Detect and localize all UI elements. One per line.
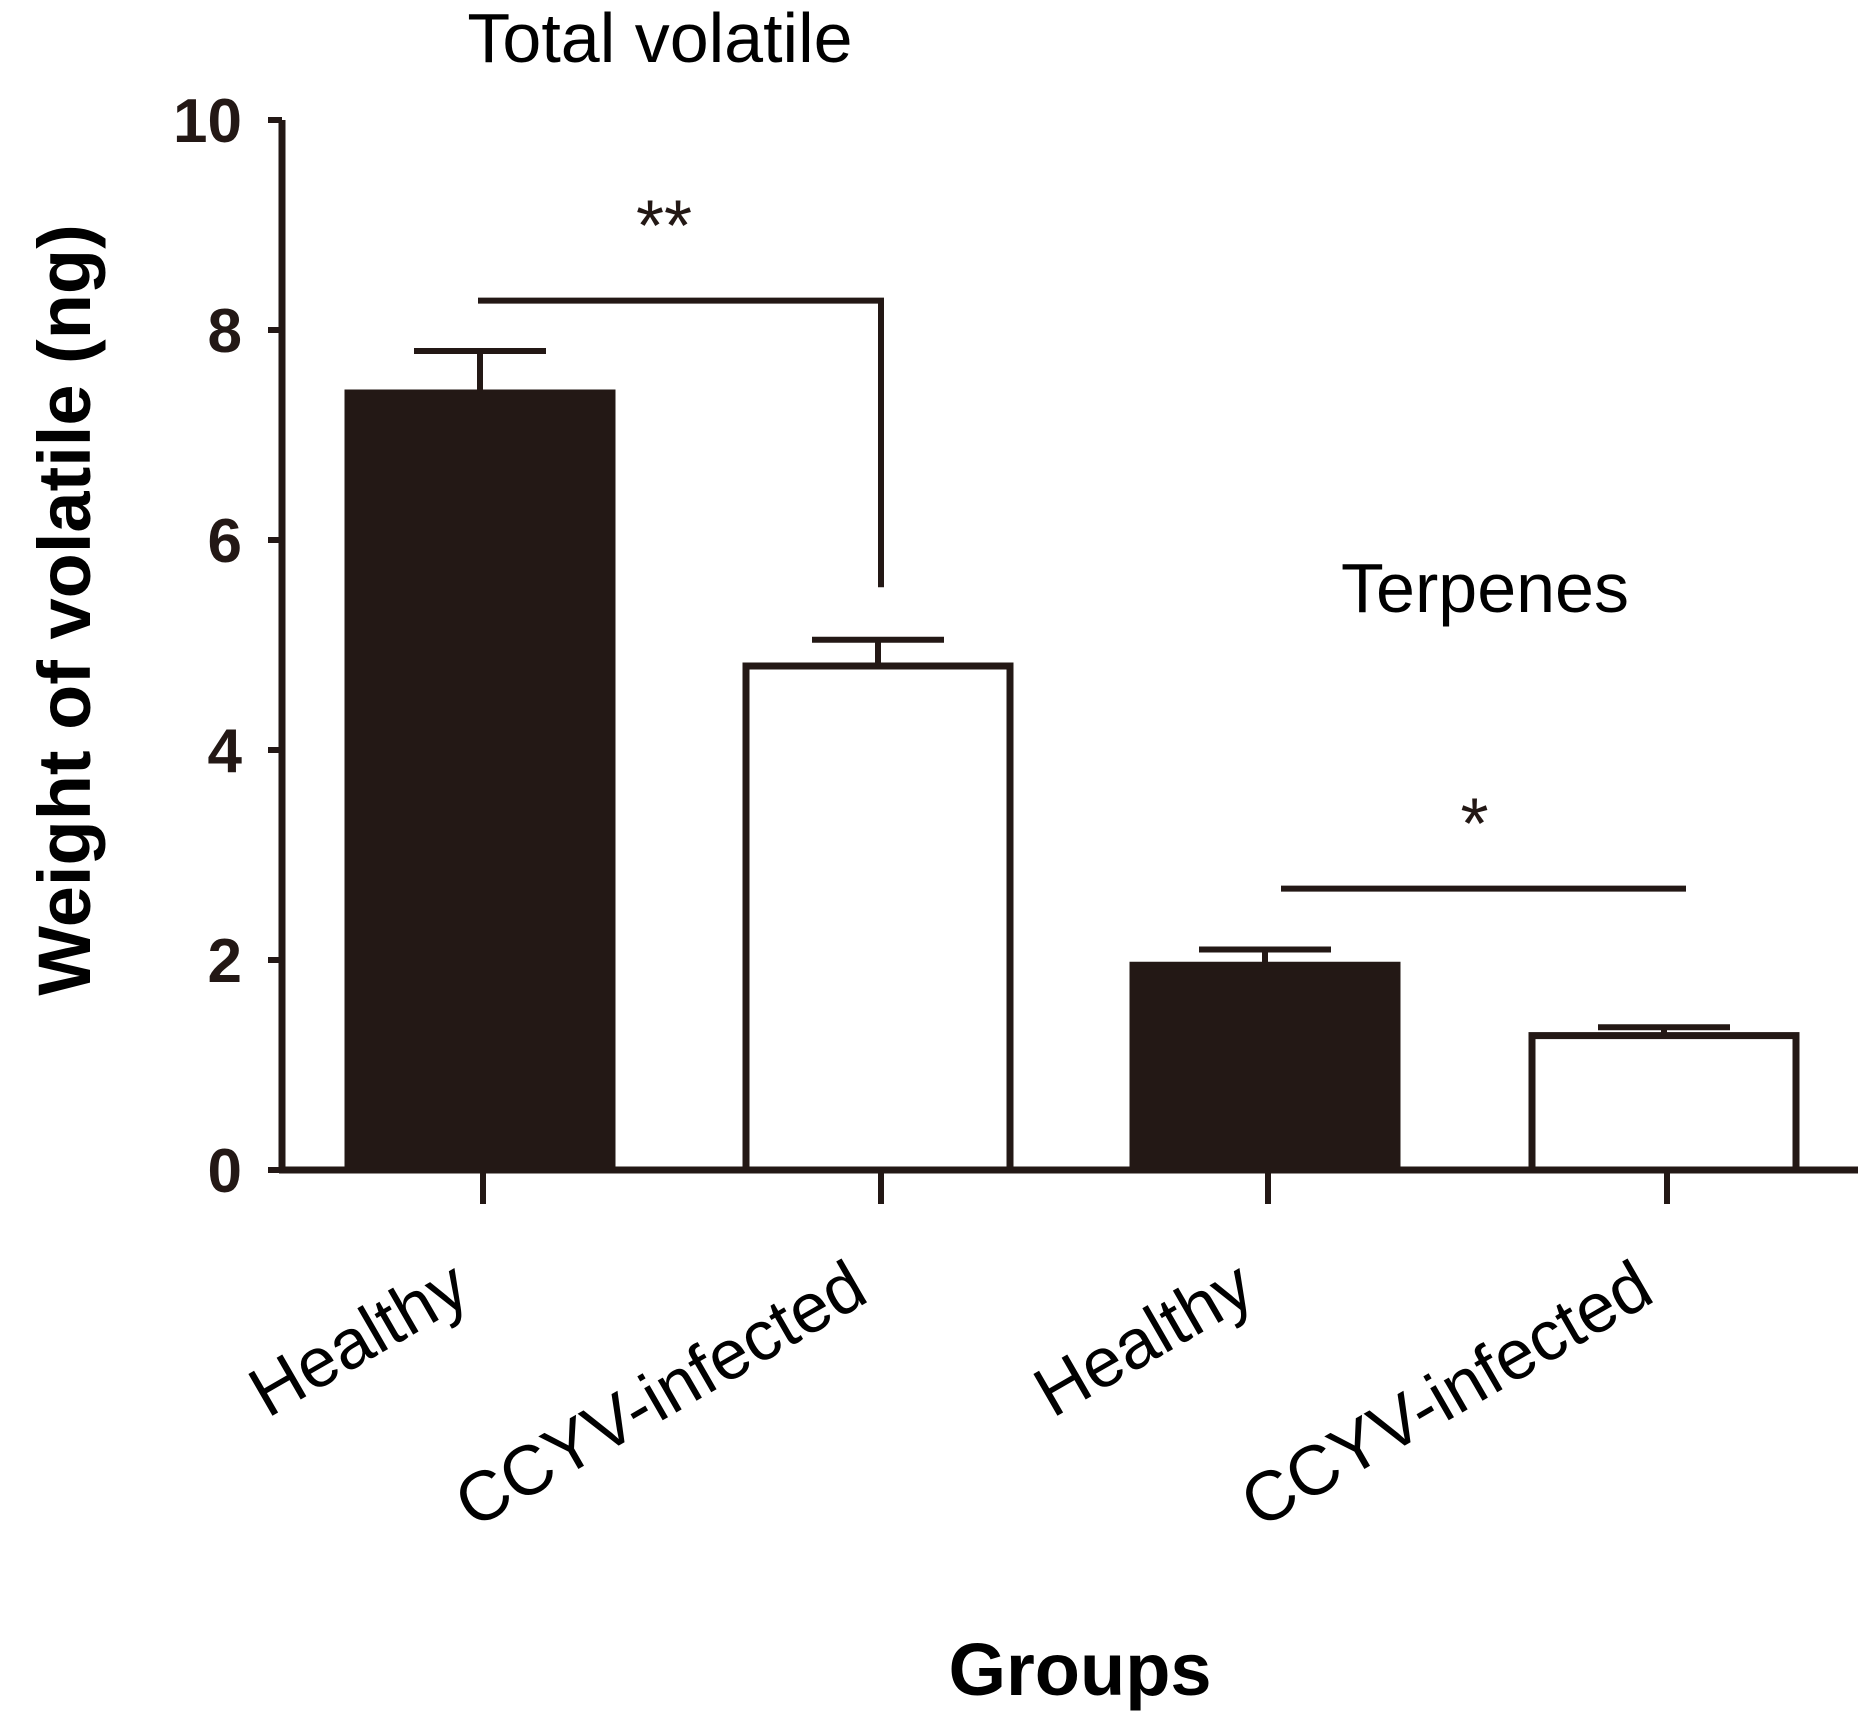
y-axis-title: Weight of volatile (ng) [23,224,106,995]
x-category-label-1: Healthy [236,1245,481,1431]
axes-layer [268,117,1858,1204]
significance-layer: *** [478,187,1686,892]
bar-2 [742,662,1014,1174]
y-tick-label-0: 0 [208,1137,242,1206]
significance-label-1: ** [636,187,692,267]
y-tick-label-8: 8 [208,297,242,366]
error-bars-layer [414,348,1730,1036]
bar-4 [1528,1032,1800,1174]
group-label-1: Total volatile [467,0,852,77]
x-axis-title: Groups [948,1628,1211,1711]
x-category-label-2: CCYV-infected [442,1245,879,1542]
significance-label-2: * [1460,785,1488,865]
y-tick-label-6: 6 [208,507,242,576]
y-tick-label-4: 4 [208,717,243,786]
x-category-label-3: Healthy [1021,1245,1266,1431]
group-label-2: Terpenes [1341,549,1629,627]
bar-3 [1129,961,1401,1174]
bars-layer [344,389,1800,1174]
significance-bracket-1 [478,297,884,588]
x-category-label-4: CCYV-infected [1228,1245,1665,1542]
bar-1 [344,389,616,1174]
y-tick-label-2: 2 [208,927,242,996]
y-tick-label-10: 10 [173,87,242,156]
